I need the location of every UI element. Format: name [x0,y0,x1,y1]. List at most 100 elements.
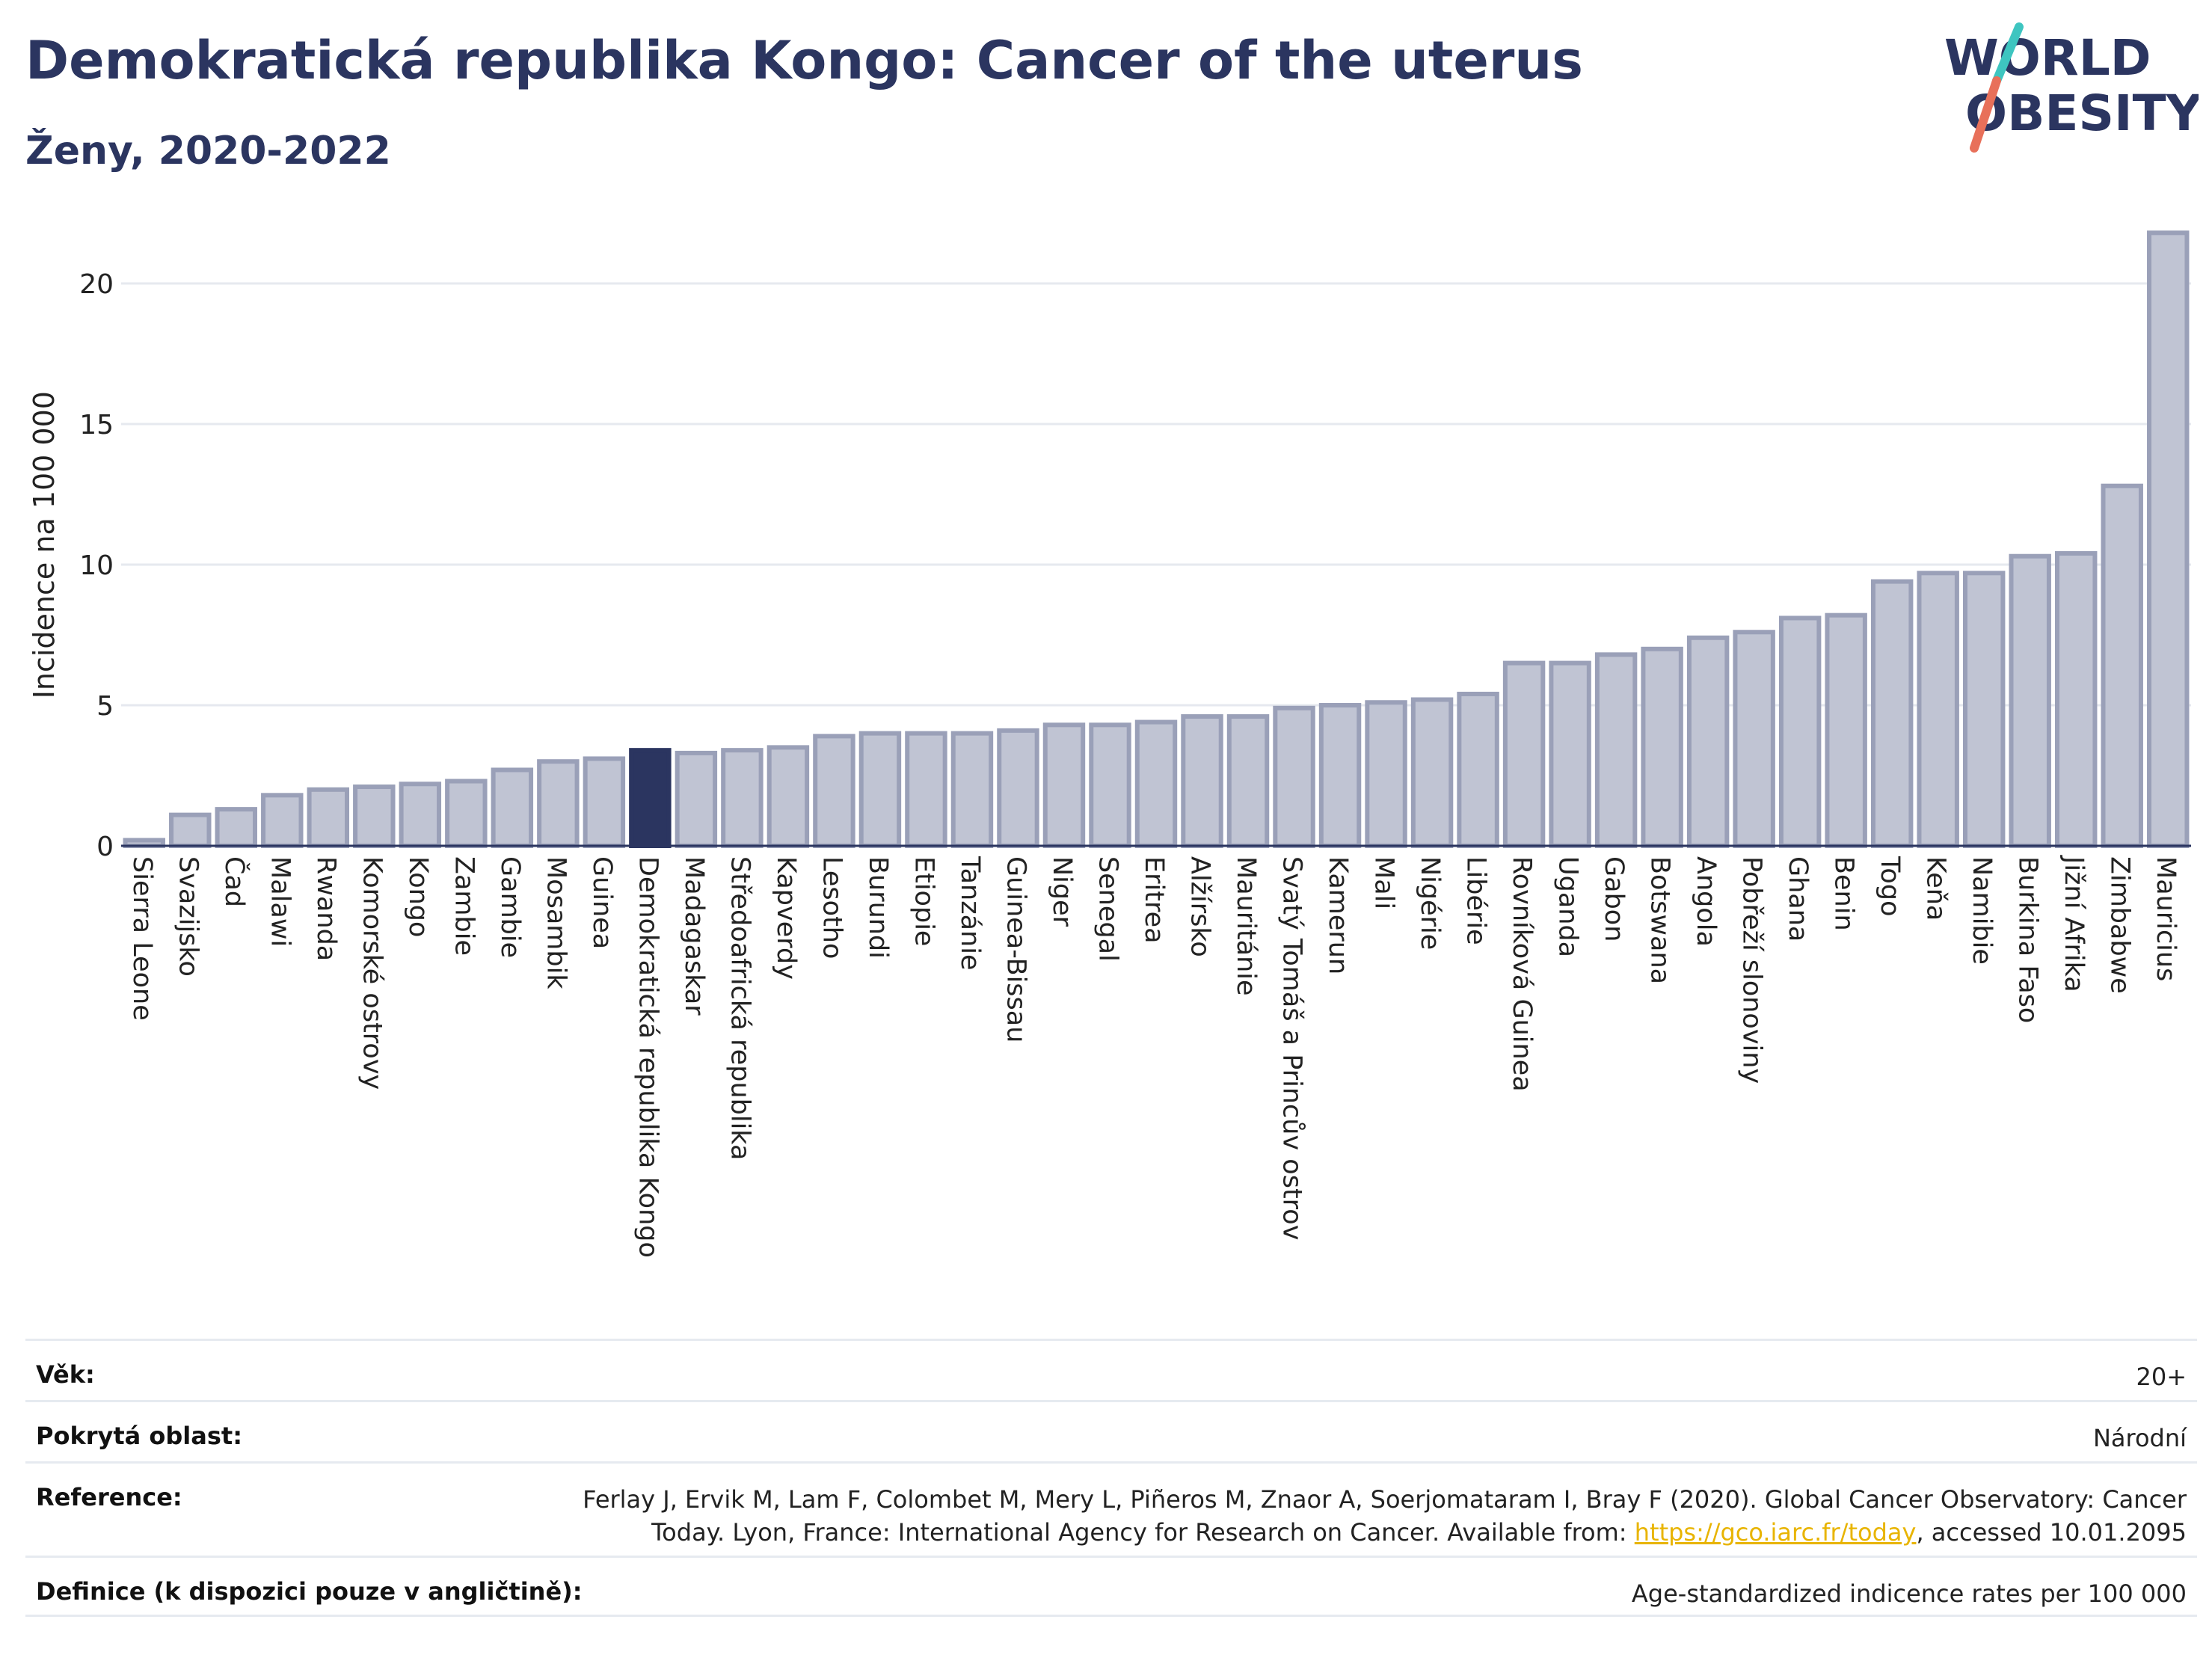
x-tick-label: Komorské ostrovy [357,856,387,1090]
bar [1594,652,1638,848]
bar [1502,660,1546,848]
x-tick-label: Burkina Faso [2013,856,2043,1023]
x-tick-label: Ghana [1783,856,1813,942]
y-tick-label: 5 [96,691,114,722]
x-tick-label: Guinea [587,856,617,949]
x-tick-label: Mali [1369,856,1399,909]
x-tick-label: Guinea-Bissau [1001,856,1030,1043]
logo-teal-stroke [1992,22,2024,85]
x-tick-label: Etiopie [909,856,938,946]
bar [1962,571,2006,849]
page-title: Demokratická republika Kongo: Cancer of … [25,30,1583,91]
x-tick-label: Pobřeží slonoviny [1737,856,1767,1084]
x-tick-label: Mosambik [541,856,571,989]
x-tick-label: Malawi [265,856,295,947]
bar [307,787,350,849]
bar [1733,630,1775,848]
bar [1686,635,1730,848]
x-tick-label: Mauritánie [1231,856,1261,996]
x-tick-label: Gabon [1599,856,1629,942]
x-tick-label: Demokratická republika Kongo [633,856,663,1258]
bar [2147,230,2190,848]
bar [813,734,855,848]
x-tick-label: Alžírsko [1185,856,1215,957]
y-tick-label: 15 [79,410,114,440]
y-axis-ticks: 0 5 10 15 20 [79,269,114,862]
bar [491,767,534,848]
bar [2009,553,2051,848]
logo-text-world: WORLD [1944,29,2151,87]
y-tick-label: 20 [79,269,114,300]
info-row-reference: Reference: Ferlay J, Ervik M, Lam F, Col… [25,1461,2197,1556]
x-tick-label: Madagaskar [679,856,709,1016]
bar [445,779,488,849]
y-tick-label: 0 [96,832,114,862]
bar [1549,660,1591,848]
info-key-definition: Definice (k dispozici pouze v angličtině… [36,1577,583,1606]
x-tick-label: Togo [1875,856,1905,916]
reference-line2-post: , accessed 10.01.2095 [1916,1518,2187,1547]
bar [721,748,764,848]
bar [629,748,672,848]
x-tick-label: Svazijsko [173,856,203,977]
page-subtitle: Ženy, 2020-2022 [25,129,391,174]
info-key-reference: Reference: [36,1483,182,1511]
x-axis-labels: Sierra Leone Svazijsko Čad Malawi Rwanda Komo… [127,855,2181,1258]
bar [1410,697,1454,848]
bar [997,728,1039,849]
x-tick-label: Zambie [449,856,479,956]
world-obesity-logo: WORLD OBESITY [1944,22,2199,153]
x-tick-label: Uganda [1553,856,1583,957]
bar [215,807,257,848]
x-tick-label: Středoafrická republika [725,856,755,1160]
y-axis-label: Incidence na 100 000 [28,391,61,698]
bar [1134,719,1178,848]
bar [1917,571,1959,849]
bar [261,793,304,848]
x-tick-label: Keňa [1921,856,1951,921]
info-value-definition: Age-standardized indicence rates per 100… [1631,1579,2187,1608]
info-key-coverage: Pokrytá oblast: [36,1422,242,1450]
x-tick-label: Botswana [1645,856,1675,984]
bar [1825,612,1867,848]
x-tick-label: Rwanda [311,856,341,961]
x-tick-label: Kongo [403,856,433,937]
logo-text-obesity: OBESITY [1965,85,2199,142]
x-tick-label: Zimbabwe [2105,856,2135,994]
bar [1181,714,1223,848]
x-tick-label: Čad [219,856,251,907]
x-tick-label: Tanzánie [955,856,985,970]
logo-coral-stroke [1970,76,2001,153]
x-tick-label: Sierra Leone [127,856,157,1021]
x-tick-label: Gambie [495,856,525,958]
bar [675,750,718,848]
x-tick-label: Benin [1829,856,1859,931]
reference-line2-pre: Today. Lyon, France: International Agenc… [651,1518,1635,1547]
bar [1318,703,1362,848]
x-tick-label: Svatý Tomáš a Princův ostrov [1277,856,1307,1240]
bar [399,782,442,849]
info-row-definition: Definice (k dispozici pouze v angličtině… [25,1556,2197,1617]
reference-link[interactable]: https://gco.iarc.fr/today [1634,1518,1917,1547]
info-table: Věk: 20+ Pokrytá oblast: Národní Referen… [25,1339,2197,1617]
x-tick-label: Lesotho [817,856,847,959]
bar [353,784,396,849]
x-tick-label: Mauricius [2151,856,2181,981]
info-row-coverage: Pokrytá oblast: Národní [25,1400,2197,1461]
x-tick-label: Libérie [1461,856,1491,945]
bar-chart: 0 5 10 15 20 Sierra Leone Svazijsko Čad Malawi R… [28,230,2191,1258]
bar [537,759,580,849]
bar [1273,705,1315,849]
bars [123,230,2190,849]
x-tick-label: Rovníková Guinea [1507,856,1537,1092]
bar [1778,615,1822,848]
bar [169,812,212,849]
bar [766,745,810,849]
info-row-age: Věk: 20+ [25,1339,2197,1400]
bar [1042,722,1086,848]
x-tick-label: Kapverdy [771,856,801,980]
bar [583,756,626,848]
x-tick-label: Burundi [863,856,893,959]
x-tick-label: Kamerun [1323,856,1353,974]
bar [2055,550,2098,849]
